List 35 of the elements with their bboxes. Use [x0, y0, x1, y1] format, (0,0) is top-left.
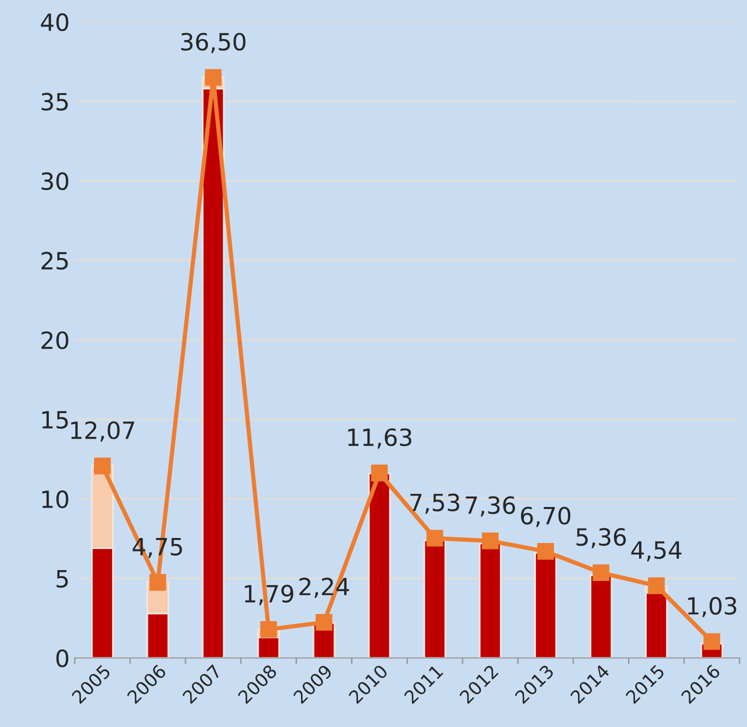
- point: [426, 530, 444, 547]
- point: [204, 69, 222, 86]
- data-label: 5,36: [576, 528, 626, 548]
- bar: [534, 552, 557, 658]
- y-tick-label: 20: [42, 331, 68, 350]
- y-tick-label: 0: [56, 649, 68, 668]
- y-tick-label: 35: [42, 92, 68, 111]
- point: [482, 532, 499, 550]
- data-label: 36,50: [181, 32, 246, 54]
- bar: [368, 472, 391, 658]
- y-tick-label: 15: [42, 411, 68, 429]
- bar: [423, 539, 446, 658]
- bar: [478, 542, 502, 658]
- y-tick-label: 30: [42, 172, 68, 190]
- y-tick-label: 25: [42, 252, 68, 270]
- point: [149, 574, 166, 591]
- data-label: 7,53: [410, 494, 460, 514]
- point: [592, 564, 610, 582]
- y-tick-label: 10: [42, 490, 68, 508]
- y-tick-label: 40: [40, 13, 68, 32]
- point: [703, 633, 720, 650]
- data-label: 7,36: [466, 496, 516, 516]
- point: [537, 543, 554, 560]
- data-label: 12,07: [71, 421, 134, 442]
- point: [648, 577, 665, 594]
- point: [316, 614, 332, 631]
- data-label: 1,03: [688, 596, 736, 618]
- data-label: 4,54: [631, 541, 682, 562]
- bar: [590, 574, 612, 658]
- data-label: 6,70: [520, 506, 570, 527]
- point: [260, 621, 277, 638]
- y-tick-label: 5: [56, 570, 68, 588]
- data-label: 11,63: [348, 428, 412, 449]
- point: [94, 458, 111, 474]
- point: [371, 464, 388, 482]
